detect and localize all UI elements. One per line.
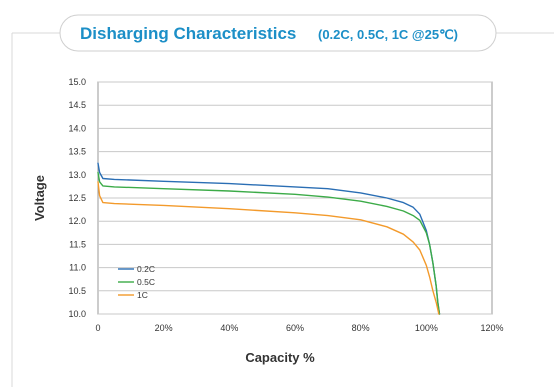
chart-title: Disharging Characteristics [80, 24, 296, 43]
y-tick-label: 12.0 [68, 216, 86, 226]
series-line-1c [97, 181, 440, 315]
y-tick-label: 13.0 [68, 170, 86, 180]
legend: 0.2C 0.5C 1C [118, 264, 155, 300]
legend-label: 0.2C [137, 264, 155, 274]
y-tick-layer: 15.0 14.5 14.0 13.5 13.0 12.5 12.0 11.5 11.0 10.5… [68, 77, 86, 319]
y-tick-label: 10.5 [68, 286, 86, 296]
x-tick-label: 60% [286, 323, 304, 333]
grid-layer [98, 81, 492, 315]
x-tick-label: 40% [220, 323, 238, 333]
title-box [59, 14, 497, 52]
x-tick-label: 0 [95, 323, 100, 333]
chart-subtitle: (0.2C, 0.5C, 1C @25℃) [318, 27, 458, 42]
x-axis-label: Capacity % [245, 350, 315, 365]
series-layer [97, 162, 441, 315]
x-tick-label: 20% [155, 323, 173, 333]
y-tick-label: 11.5 [69, 239, 86, 249]
series-line-0-5c [97, 171, 441, 315]
y-tick-label: 11.0 [69, 263, 86, 273]
x-tick-label: 100% [415, 323, 438, 333]
y-tick-label: 14.0 [68, 123, 86, 133]
y-tick-label: 12.5 [68, 193, 86, 203]
x-tick-label: 120% [480, 323, 503, 333]
x-tick-label: 80% [352, 323, 370, 333]
y-tick-label: 10.0 [68, 309, 86, 319]
x-tick-layer: 0 20% 40% 60% 80% 100% 120% [95, 323, 503, 333]
y-tick-label: 14.5 [68, 100, 86, 110]
y-tick-label: 13.5 [68, 147, 86, 157]
y-tick-label: 15.0 [68, 77, 86, 87]
legend-label: 1C [137, 290, 148, 300]
legend-label: 0.5C [137, 277, 155, 287]
y-axis-label: Voltage [32, 175, 47, 221]
